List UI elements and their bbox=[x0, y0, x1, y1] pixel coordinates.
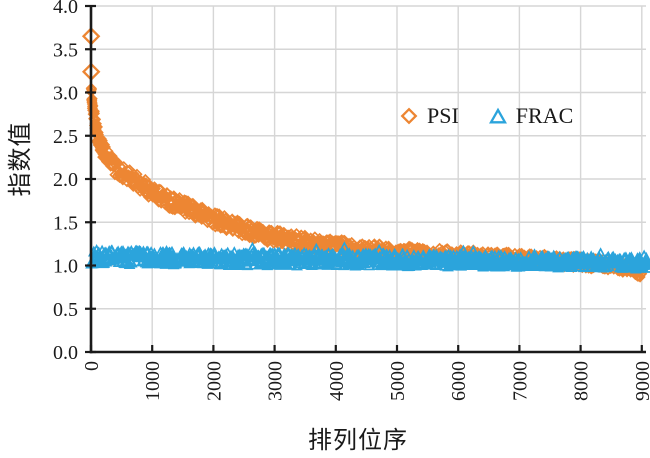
y-tick-labels: 0.0 0.5 1.0 1.5 2.0 2.5 3.0 3.5 4.0 bbox=[53, 0, 78, 364]
x-tick-label: 2000 bbox=[203, 361, 225, 401]
x-tick-label: 8000 bbox=[571, 361, 593, 401]
y-tick-label: 2.5 bbox=[53, 126, 78, 148]
legend-item-frac: FRAC bbox=[488, 103, 574, 129]
y-axis-title: 指数值 bbox=[8, 121, 34, 197]
x-tick-label: 7000 bbox=[509, 361, 531, 401]
y-tick-label: 3.0 bbox=[53, 83, 78, 105]
y-tick-label: 4.0 bbox=[53, 0, 78, 18]
legend-item-psi: PSI bbox=[400, 103, 459, 129]
x-tick-label: 1000 bbox=[142, 361, 164, 401]
x-tick-label: 6000 bbox=[448, 361, 470, 401]
frac-triangle-icon bbox=[488, 107, 507, 125]
legend-label-frac: FRAC bbox=[515, 103, 574, 128]
y-tick-label: 0.0 bbox=[53, 342, 78, 364]
y-tick-label: 3.5 bbox=[53, 39, 78, 61]
x-tick-label: 3000 bbox=[265, 361, 287, 401]
legend: PSI FRAC bbox=[400, 103, 573, 129]
psi-diamond-icon bbox=[400, 107, 418, 125]
y-tick-label: 1.5 bbox=[53, 212, 78, 234]
x-tick-label: 4000 bbox=[326, 361, 348, 401]
series-psi bbox=[81, 27, 648, 283]
x-tick-label: 9000 bbox=[632, 361, 650, 401]
x-tick-labels: 0 1000 2000 3000 4000 5000 6000 7000 8000 9000 bbox=[81, 361, 650, 401]
y-tick-label: 2.0 bbox=[53, 169, 78, 191]
axes bbox=[85, 4, 646, 354]
gridlines bbox=[91, 5, 646, 352]
legend-label-psi: PSI bbox=[427, 103, 459, 128]
x-tick-label: 0 bbox=[81, 361, 103, 371]
x-tick-label: 5000 bbox=[387, 361, 409, 401]
y-tick-label: 1.0 bbox=[53, 256, 78, 278]
y-tick-label: 0.5 bbox=[53, 299, 78, 321]
x-axis-title: 排列位序 bbox=[308, 428, 408, 454]
